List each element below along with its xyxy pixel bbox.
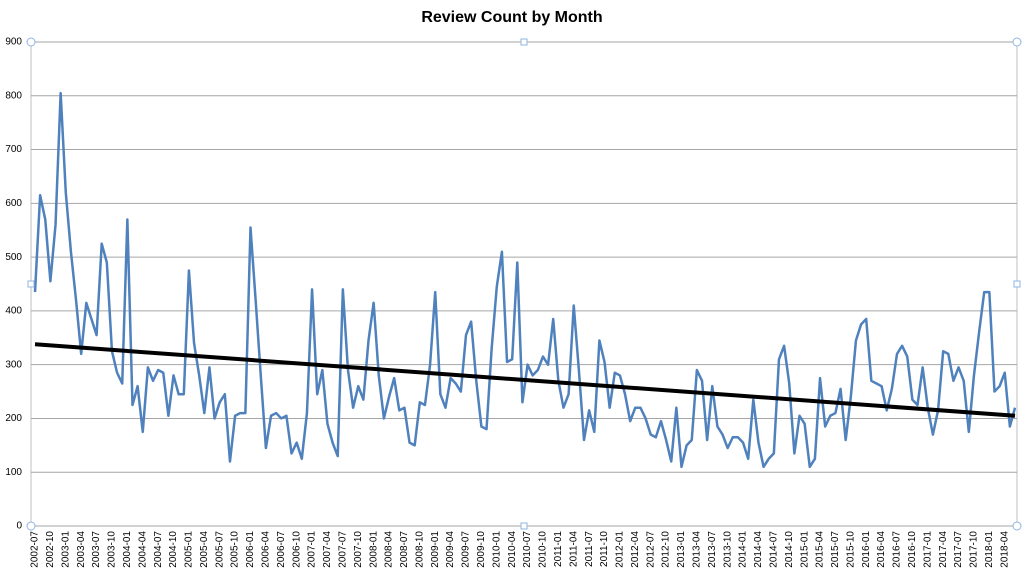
x-tick-label: 2011-07	[584, 531, 595, 567]
selection-handle	[26, 37, 36, 47]
chart-title: Review Count by Month	[421, 9, 602, 26]
y-tick-label: 500	[5, 252, 22, 263]
x-tick-label: 2005-04	[199, 531, 210, 568]
x-tick-label: 2016-10	[907, 531, 918, 568]
x-tick-label: 2015-10	[845, 531, 856, 568]
x-tick-label: 2011-01	[553, 531, 564, 567]
x-tick-label: 2008-10	[414, 531, 425, 568]
x-tick-label: 2012-07	[645, 531, 656, 568]
x-tick-label: 2004-01	[122, 531, 133, 568]
x-tick-label: 2015-01	[799, 531, 810, 568]
y-tick-label: 800	[5, 90, 22, 101]
x-tick-label: 2008-07	[399, 531, 410, 568]
x-tick-label: 2002-07	[30, 531, 41, 568]
data-line	[33, 91, 1017, 469]
x-tick-label: 2010-01	[491, 531, 502, 568]
x-tick-label: 2005-07	[214, 531, 225, 568]
x-tick-label: 2017-10	[969, 531, 980, 568]
x-tick-label: 2013-01	[676, 531, 687, 568]
x-tick-label: 2009-04	[445, 531, 456, 568]
x-tick-label: 2003-01	[60, 531, 71, 568]
x-tick-label: 2014-01	[738, 531, 749, 568]
x-tick-label: 2009-10	[476, 531, 487, 568]
x-tick-label: 2010-07	[522, 531, 533, 568]
x-tick-label: 2003-10	[107, 531, 118, 568]
selection-handle	[26, 521, 36, 531]
x-tick-label: 2003-04	[76, 531, 87, 568]
x-tick-label: 2005-01	[184, 531, 195, 568]
selection-handle	[1013, 280, 1021, 288]
y-tick-label: 200	[5, 413, 22, 424]
x-tick-label: 2012-01	[615, 531, 626, 568]
x-tick-label: 2014-04	[753, 531, 764, 568]
y-tick-label: 300	[5, 359, 22, 370]
x-tick-label: 2007-01	[307, 531, 318, 568]
x-tick-label: 2015-04	[815, 531, 826, 568]
x-tick-label: 2006-04	[261, 531, 272, 568]
selection-handle	[520, 38, 528, 46]
y-tick-label: 600	[5, 198, 22, 209]
x-tick-label: 2012-10	[661, 531, 672, 568]
x-tick-label: 2008-01	[368, 531, 379, 568]
x-tick-label: 2009-01	[430, 531, 441, 568]
x-tick-label: 2007-04	[322, 531, 333, 568]
y-tick-label: 0	[16, 521, 22, 532]
x-tick-label: 2018-04	[999, 531, 1010, 568]
x-tick-label: 2004-10	[168, 531, 179, 568]
x-tick-label: 2018-01	[984, 531, 995, 568]
x-tick-label: 2011-04	[568, 531, 579, 567]
y-tick-label: 400	[5, 306, 22, 317]
selection-handle	[1012, 37, 1022, 47]
x-tick-label: 2004-04	[137, 531, 148, 568]
x-tick-label: 2017-01	[922, 531, 933, 568]
x-tick-label: 2016-07	[892, 531, 903, 568]
x-tick-label: 2010-10	[538, 531, 549, 568]
x-tick-label: 2014-10	[784, 531, 795, 568]
selection-handle	[520, 522, 528, 530]
x-tick-label: 2008-04	[384, 531, 395, 568]
y-tick-label: 900	[5, 37, 22, 48]
x-tick-label: 2006-01	[245, 531, 256, 568]
selection-handle	[1012, 521, 1022, 531]
x-tick-label: 2013-07	[707, 531, 718, 568]
x-tick-label: 2013-04	[692, 531, 703, 568]
selection-handle	[27, 280, 35, 288]
x-tick-label: 2003-07	[91, 531, 102, 568]
x-tick-label: 2013-10	[722, 531, 733, 568]
x-tick-label: 2007-10	[353, 531, 364, 568]
x-tick-label: 2006-07	[276, 531, 287, 568]
y-tick-label: 100	[5, 467, 22, 478]
x-tick-label: 2009-07	[461, 531, 472, 568]
x-tick-label: 2005-10	[230, 531, 241, 568]
y-tick-label: 700	[5, 144, 22, 155]
x-tick-label: 2007-07	[337, 531, 348, 568]
x-tick-label: 2016-04	[876, 531, 887, 568]
trend-line	[34, 342, 1016, 418]
x-tick-label: 2010-04	[507, 531, 518, 568]
x-tick-label: 2002-10	[45, 531, 56, 568]
x-tick-label: 2011-10	[599, 531, 610, 567]
x-tick-label: 2004-07	[153, 531, 164, 568]
x-tick-label: 2012-04	[630, 531, 641, 568]
x-tick-label: 2014-07	[768, 531, 779, 568]
x-tick-label: 2006-10	[291, 531, 302, 568]
x-tick-label: 2017-07	[953, 531, 964, 568]
x-tick-label: 2016-01	[861, 531, 872, 568]
x-tick-label: 2015-07	[830, 531, 841, 568]
x-tick-label: 2017-04	[938, 531, 949, 568]
